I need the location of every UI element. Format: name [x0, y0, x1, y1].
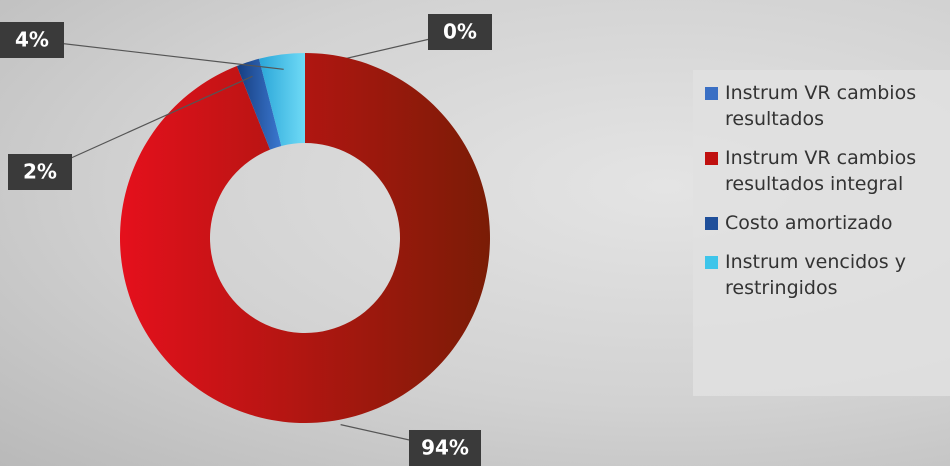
legend-label: Costo amortizado [725, 212, 893, 234]
slice [119, 53, 491, 424]
leader-line [31, 39, 284, 70]
legend-swatch [705, 217, 718, 230]
data-label: 94% [421, 436, 469, 460]
legend-label: Instrum VR cambios resultados integral [725, 147, 917, 195]
label-box [409, 430, 481, 466]
legend-item: Costo amortizado [705, 210, 942, 236]
legend-swatch [705, 152, 718, 165]
legend-item: Instrum VR cambios resultados integral [705, 145, 942, 197]
legend-label: Instrum vencidos y restringidos [725, 251, 906, 299]
slice [258, 53, 305, 146]
slice [236, 58, 282, 150]
data-label: 2% [23, 160, 57, 184]
legend-item: Instrum vencidos y restringidos [705, 249, 942, 301]
label-box [0, 22, 64, 58]
data-label: 0% [443, 20, 477, 44]
label-box [8, 154, 72, 190]
legend-swatch [705, 256, 718, 269]
legend-swatch [705, 87, 718, 100]
leader-line [39, 75, 253, 173]
legend: Instrum VR cambios resultados Instrum VR … [693, 70, 950, 396]
label-box [428, 14, 492, 50]
legend-label: Instrum VR cambios resultados [725, 82, 917, 130]
legend-item: Instrum VR cambios resultados [705, 80, 942, 132]
data-label: 4% [15, 28, 49, 52]
